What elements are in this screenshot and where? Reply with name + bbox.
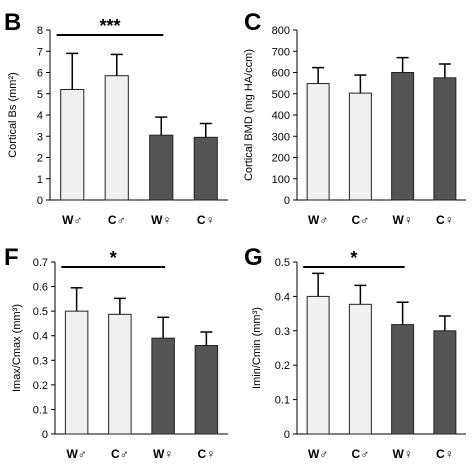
bar <box>151 337 175 435</box>
bar <box>433 77 457 201</box>
y-tick-label: 0.2 <box>275 360 290 372</box>
significance-label: * <box>350 248 357 268</box>
category-label: W♂ <box>62 213 82 227</box>
y-tick-label: 0 <box>42 429 48 441</box>
panel-g: G Imin/Cmin (mm³) 0 0.1 0.2 0.3 0.4 0.5 W♂ C♂ W♀ C♀… <box>244 244 466 461</box>
y-tick-label: 100 <box>272 174 290 186</box>
y-tick-label: 500 <box>272 89 290 101</box>
panel-letter: B <box>4 9 21 36</box>
category-label: W♀ <box>392 213 412 227</box>
significance-label: *** <box>99 16 120 36</box>
category-label: W♂ <box>66 447 86 461</box>
y-axis-title: Imin/Cmin (mm³) <box>251 307 263 389</box>
bar <box>348 92 372 201</box>
y-tick-label: 7 <box>37 46 43 58</box>
significance-label: * <box>110 248 117 268</box>
bar <box>149 134 174 201</box>
bar <box>348 303 372 435</box>
y-tick-label: 6 <box>37 68 43 80</box>
y-tick-label: 0 <box>284 195 290 207</box>
bar <box>193 136 218 201</box>
category-label: W♀ <box>151 213 171 227</box>
y-tick-label: 4 <box>37 110 43 122</box>
bar <box>391 324 415 435</box>
category-label: C♀ <box>197 213 215 227</box>
y-tick-label: 0 <box>37 195 43 207</box>
y-tick-label: 0.1 <box>275 395 290 407</box>
y-tick-label: 0.3 <box>275 326 290 338</box>
y-tick-label: 3 <box>37 131 43 143</box>
bar <box>104 75 129 201</box>
category-label: C♂ <box>108 213 126 227</box>
bar <box>306 295 330 435</box>
y-tick-label: 800 <box>272 25 290 37</box>
y-tick-label: 600 <box>272 68 290 80</box>
y-tick-label: 400 <box>272 110 290 122</box>
y-tick-label: 0.4 <box>275 291 290 303</box>
bar <box>60 89 85 201</box>
panel-b: B Cortical Bs (mm²) 0 1 2 3 4 5 6 7 8 W♂ C♂ W♀ C♀ *** <box>4 9 228 227</box>
category-label: C♀ <box>436 213 454 227</box>
y-axis-title: Cortical BMD (mg HA/ccm) <box>243 49 255 181</box>
y-tick-label: 0.7 <box>33 257 48 269</box>
panel-letter: G <box>244 244 263 271</box>
bar <box>433 330 457 435</box>
y-axis-title: Cortical Bs (mm²) <box>7 72 19 158</box>
y-tick-label: 5 <box>37 89 43 101</box>
y-tick-label: 0.1 <box>33 404 48 416</box>
panel-c: C Cortical BMD (mg HA/ccm) 0 100 200 300 400 50… <box>243 9 466 227</box>
bar <box>64 310 89 435</box>
panel-f: F Imax/Cmax (mm³) 0 0.1 0.2 0.3 0.4 0.5 0.6 0.7 W♂… <box>4 244 228 461</box>
category-label: W♀ <box>153 447 173 461</box>
y-axis-title: Imax/Cmax (mm³) <box>11 304 23 392</box>
y-tick-label: 1 <box>37 174 43 186</box>
bar <box>108 313 132 435</box>
panel-letter: F <box>4 244 19 271</box>
category-label: C♀ <box>436 447 454 461</box>
bar <box>391 72 415 201</box>
y-tick-label: 0.3 <box>33 355 48 367</box>
category-label: C♂ <box>352 447 370 461</box>
y-tick-label: 0.5 <box>275 257 290 269</box>
bar <box>306 83 330 201</box>
y-tick-label: 0.6 <box>33 282 48 294</box>
y-tick-label: 0.4 <box>33 331 48 343</box>
y-tick-label: 0 <box>284 429 290 441</box>
y-tick-label: 300 <box>272 131 290 143</box>
category-label: W♂ <box>308 213 328 227</box>
category-label: W♀ <box>392 447 412 461</box>
category-label: C♂ <box>111 447 129 461</box>
y-tick-label: 200 <box>272 153 290 165</box>
y-tick-label: 2 <box>37 153 43 165</box>
y-tick-label: 8 <box>37 25 43 37</box>
category-label: C♂ <box>352 213 370 227</box>
bar <box>194 345 219 435</box>
y-tick-label: 0.5 <box>33 306 48 318</box>
category-label: C♀ <box>198 447 216 461</box>
y-tick-label: 0.2 <box>33 380 48 392</box>
category-label: W♂ <box>308 447 328 461</box>
y-tick-label: 700 <box>272 46 290 58</box>
panel-letter: C <box>244 9 261 36</box>
